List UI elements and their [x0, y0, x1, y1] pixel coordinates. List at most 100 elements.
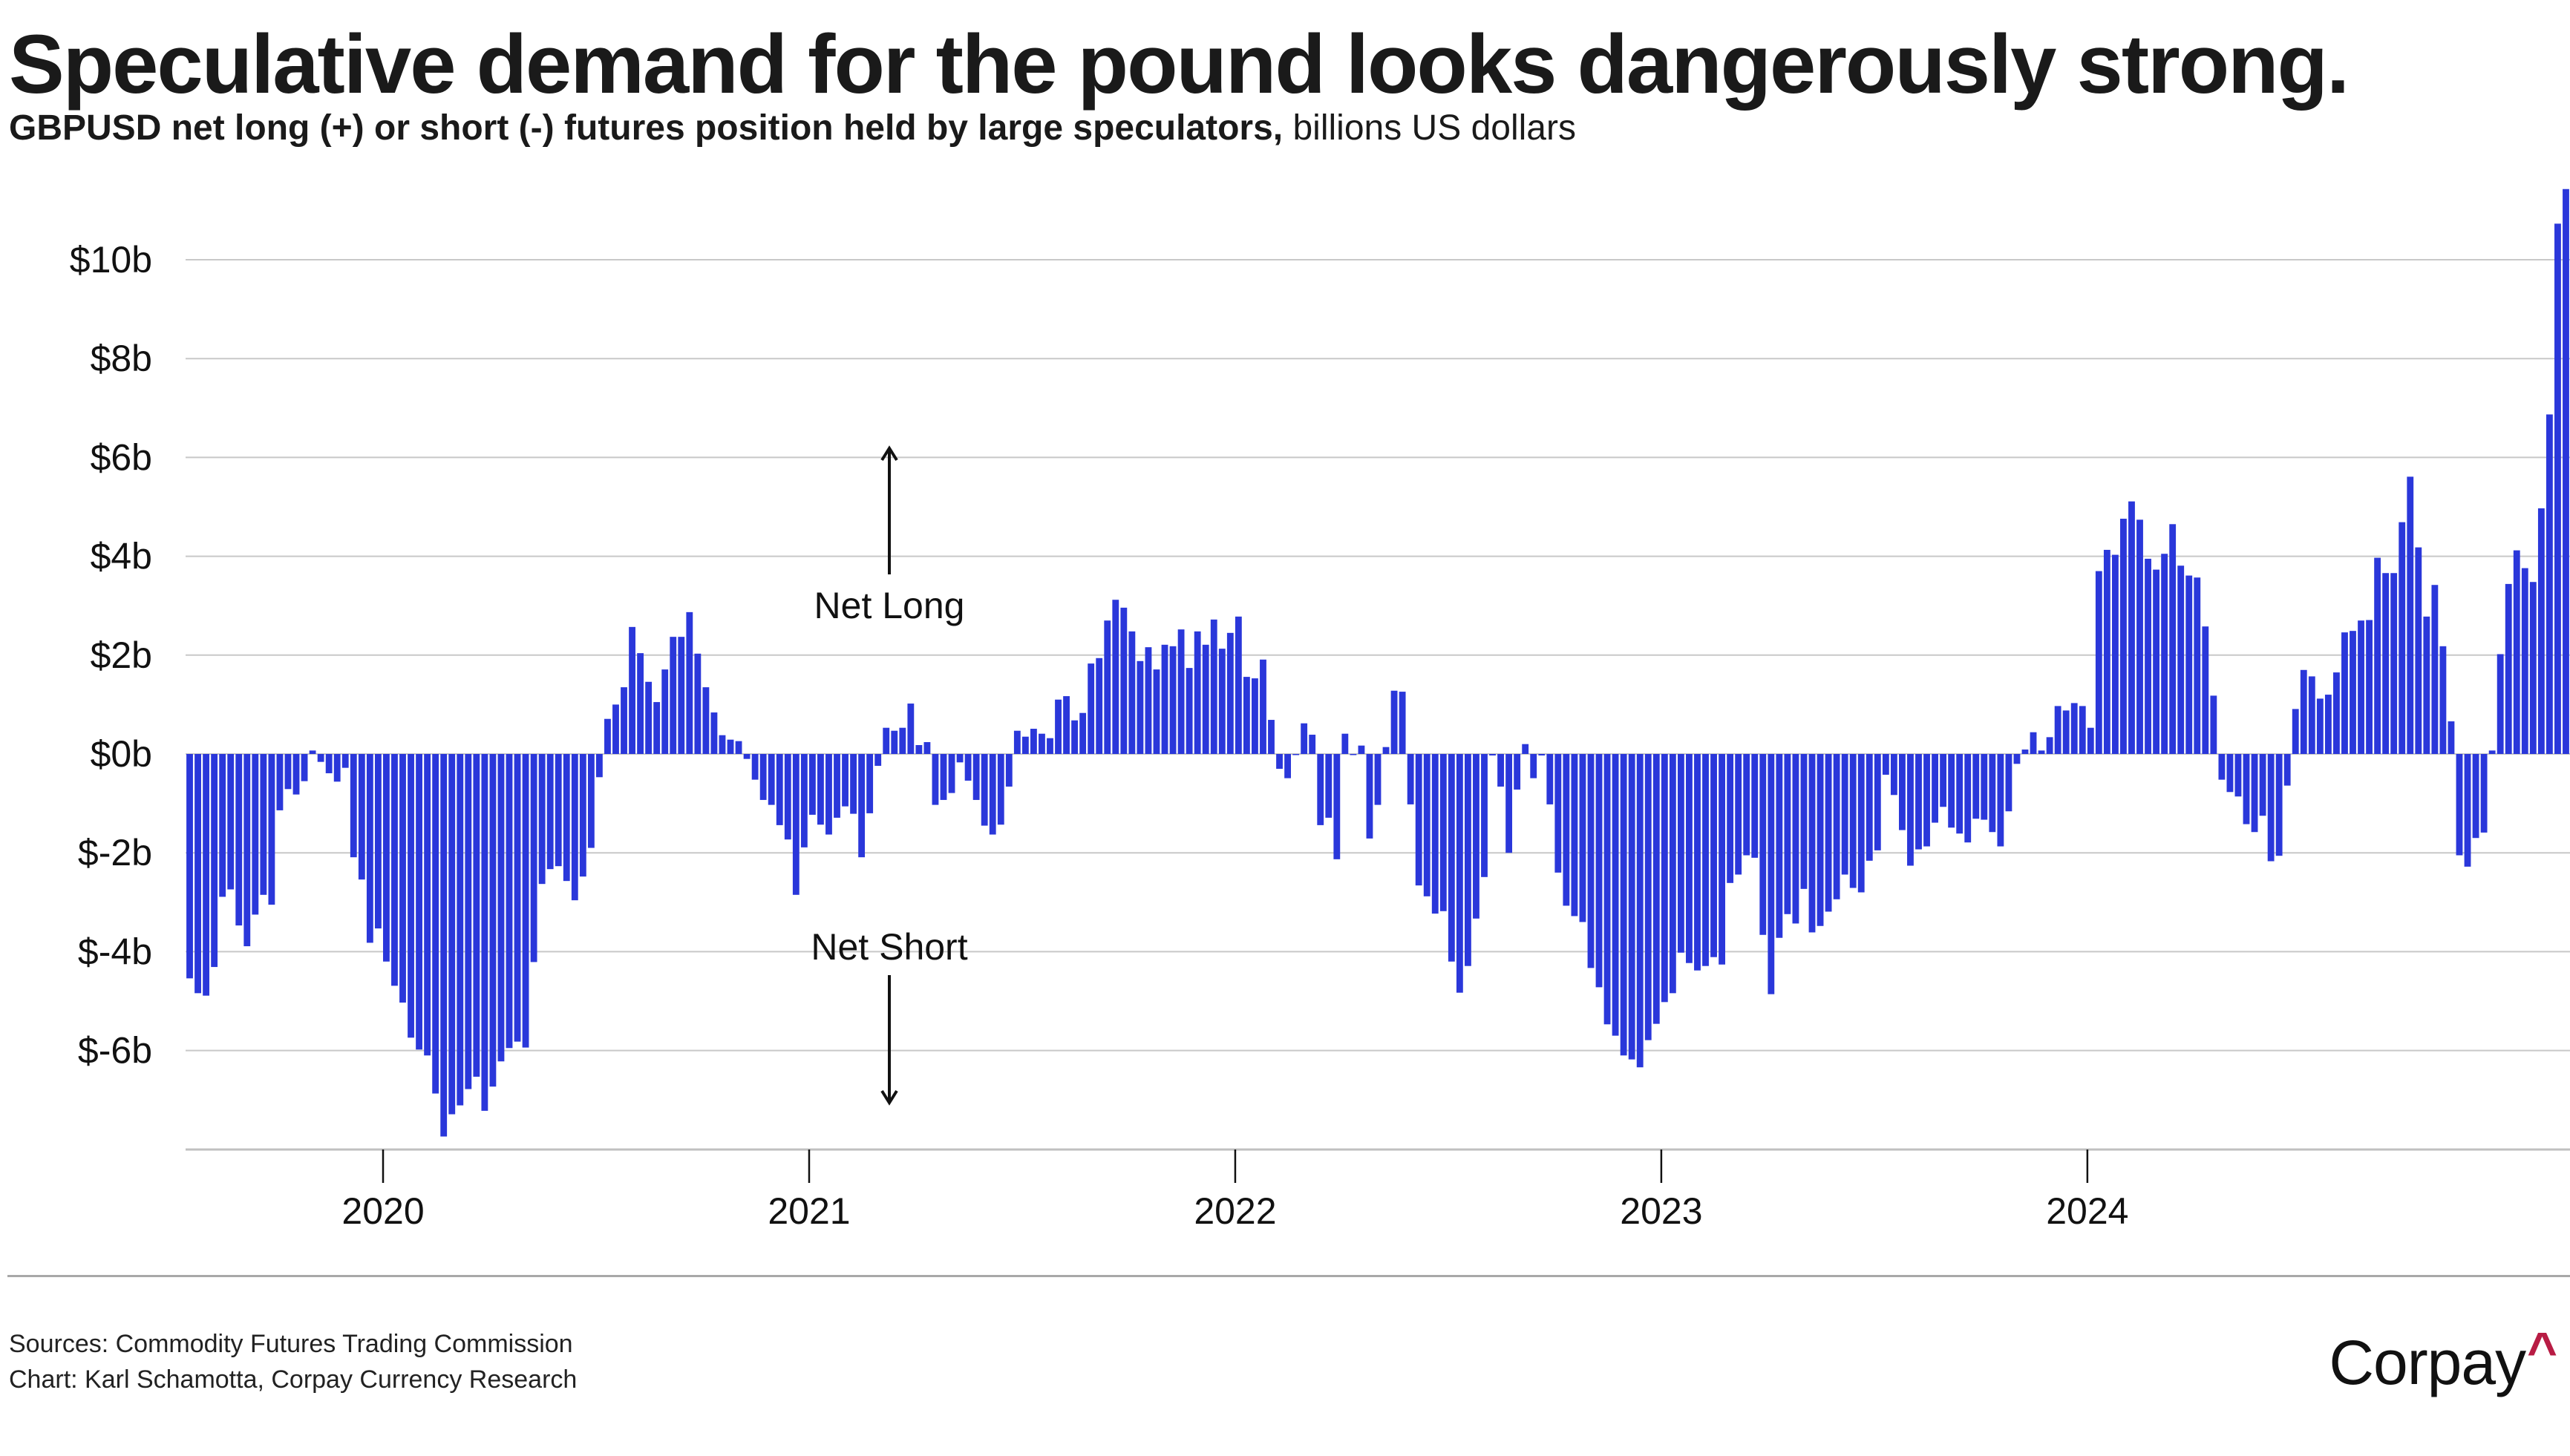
bar [1636, 754, 1644, 1068]
bar [2488, 750, 2496, 754]
bar [808, 754, 816, 815]
bar [1735, 754, 1742, 875]
bar [2480, 754, 2488, 833]
bar [2382, 573, 2390, 754]
bar [1210, 619, 1217, 754]
bar [2415, 547, 2422, 754]
bar [2136, 519, 2143, 754]
y-tick-label: $-6b [78, 1030, 152, 1072]
bar [1284, 754, 1291, 778]
bar [1563, 754, 1570, 906]
x-tick-label: 2024 [2046, 1190, 2128, 1232]
bar [2324, 695, 2332, 754]
bar [1743, 754, 1750, 856]
bar [1932, 754, 1938, 823]
bar [1727, 754, 1734, 883]
bar [768, 754, 775, 805]
bar [1177, 629, 1185, 754]
bar [1366, 754, 1373, 839]
bar [1857, 754, 1865, 893]
bar [2423, 616, 2430, 754]
bar [1522, 744, 1529, 754]
bar [1890, 754, 1897, 796]
bar [211, 754, 218, 968]
bar [2537, 508, 2545, 754]
bar [2316, 698, 2324, 754]
bar [2161, 554, 2168, 754]
bar [1808, 754, 1816, 933]
bar [858, 754, 866, 858]
bar [1538, 754, 1546, 755]
bar [1489, 754, 1496, 755]
bar [416, 754, 422, 1050]
y-axis: $-6b $-4b $-2b $0b $2b $4b $6b $8b $10b [70, 239, 152, 1072]
bar [2111, 554, 2119, 754]
bar [1784, 754, 1791, 914]
bar [538, 754, 546, 885]
credit-note: Chart: Karl Schamotta, Corpay Currency R… [9, 1365, 578, 1394]
bar [457, 754, 464, 1106]
bar [2439, 646, 2447, 754]
bar [2431, 585, 2439, 754]
bar [1260, 659, 1266, 754]
bar [1964, 754, 1972, 843]
bar [1956, 754, 1964, 834]
bar [2177, 565, 2185, 754]
x-tick-label: 2020 [341, 1190, 424, 1232]
sources-note: Sources: Commodity Futures Trading Commi… [9, 1330, 573, 1358]
bar [1309, 735, 1316, 754]
bar [2226, 754, 2234, 793]
chart-subtitle: GBPUSD net long (+) or short (-) futures… [9, 108, 1576, 148]
bar [1940, 754, 1947, 807]
bar [2448, 721, 2455, 754]
bar [235, 754, 243, 926]
bar [964, 754, 972, 781]
bar [1137, 660, 1144, 754]
bar [2366, 620, 2373, 754]
bar [1276, 754, 1283, 769]
bar [2407, 476, 2414, 754]
bar [1431, 754, 1439, 914]
bar [2062, 710, 2070, 754]
bar [727, 739, 734, 754]
bar [899, 727, 906, 754]
bar [2300, 669, 2307, 754]
y-tick-label: $10b [70, 239, 152, 281]
bar [2013, 754, 2021, 764]
bar [317, 754, 324, 762]
bar [1301, 723, 1308, 754]
bar [546, 754, 554, 870]
bar [2153, 569, 2160, 754]
bar [1317, 754, 1324, 825]
bar [1374, 754, 1382, 805]
bar [1899, 754, 1906, 830]
bar [1268, 720, 1275, 754]
bar [686, 611, 693, 754]
bar [2292, 709, 2299, 754]
bar [842, 754, 849, 807]
bar [399, 754, 406, 1003]
bar [719, 735, 726, 754]
bar [1907, 754, 1914, 866]
logo-caret-icon: ^ [2527, 1322, 2557, 1380]
bar [923, 742, 931, 754]
subtitle-units: billions US dollars [1283, 108, 1576, 148]
bar [227, 754, 235, 890]
bar [1481, 754, 1488, 877]
bar [735, 741, 742, 754]
bar [645, 681, 653, 754]
bar [2030, 732, 2037, 754]
bar [1800, 754, 1808, 889]
bar [1333, 754, 1341, 859]
bar [522, 754, 529, 1048]
bar [2218, 754, 2226, 780]
bar [1849, 754, 1857, 888]
bar [2497, 654, 2504, 754]
bar [1399, 692, 1406, 754]
arrow-up-icon [880, 445, 898, 462]
bar [948, 754, 955, 793]
bar [883, 727, 890, 754]
bar [2350, 631, 2356, 754]
logo-text: Corpay [2329, 1328, 2526, 1397]
